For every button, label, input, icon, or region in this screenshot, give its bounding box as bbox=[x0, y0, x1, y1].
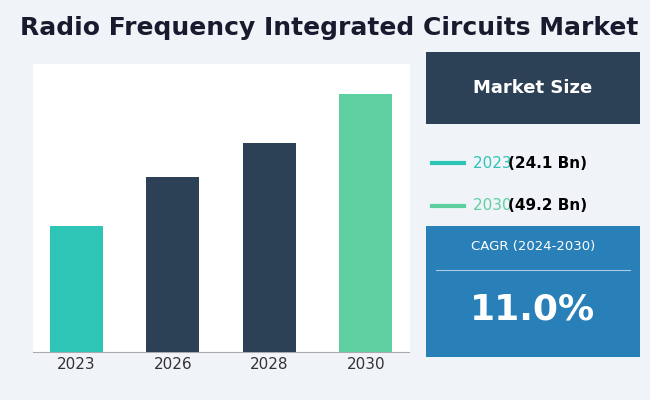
Bar bbox=[339, 94, 393, 352]
Bar bbox=[146, 176, 200, 352]
Text: (24.1 Bn): (24.1 Bn) bbox=[508, 156, 588, 171]
FancyBboxPatch shape bbox=[426, 226, 640, 357]
Text: 2023: 2023 bbox=[473, 156, 517, 171]
Text: Radio Frequency Integrated Circuits Market: Radio Frequency Integrated Circuits Mark… bbox=[20, 16, 638, 40]
Text: CAGR (2024-2030): CAGR (2024-2030) bbox=[471, 240, 595, 253]
Bar bbox=[242, 142, 296, 352]
Bar bbox=[49, 226, 103, 352]
FancyBboxPatch shape bbox=[426, 52, 640, 124]
Text: 2030: 2030 bbox=[473, 198, 517, 213]
Text: 11.0%: 11.0% bbox=[471, 292, 595, 326]
Text: Market Size: Market Size bbox=[473, 79, 593, 97]
Text: (49.2 Bn): (49.2 Bn) bbox=[508, 198, 588, 213]
